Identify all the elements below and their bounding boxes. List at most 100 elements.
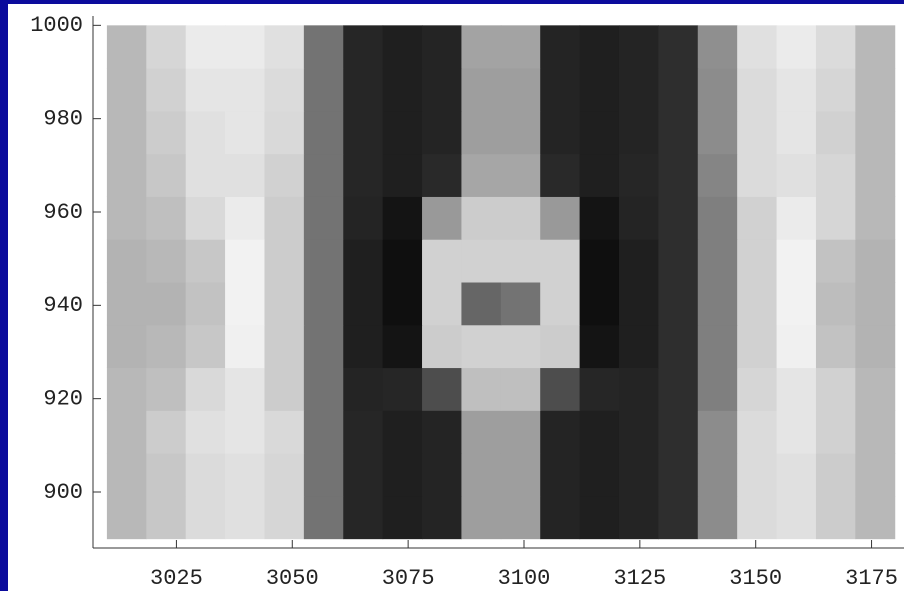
cell — [737, 25, 777, 68]
cell — [855, 111, 895, 154]
cell — [816, 282, 856, 325]
cell — [619, 368, 659, 411]
cell — [225, 368, 265, 411]
cell — [383, 196, 423, 239]
cell — [186, 496, 226, 539]
cell — [225, 325, 265, 368]
cell — [304, 496, 344, 539]
x-tick-label: 3025 — [150, 566, 203, 591]
cell — [422, 282, 462, 325]
cell — [461, 196, 501, 239]
cell — [422, 68, 462, 111]
cell — [619, 453, 659, 496]
cell — [619, 25, 659, 68]
cell — [225, 25, 265, 68]
cell — [737, 410, 777, 453]
cell — [186, 25, 226, 68]
cell — [225, 154, 265, 197]
cell — [658, 154, 698, 197]
cell — [304, 154, 344, 197]
cell — [146, 325, 186, 368]
cell — [855, 25, 895, 68]
cell — [186, 154, 226, 197]
cell — [422, 111, 462, 154]
cell — [816, 25, 856, 68]
cell — [461, 368, 501, 411]
cell — [461, 453, 501, 496]
cell — [146, 68, 186, 111]
cell — [855, 496, 895, 539]
cell — [777, 368, 817, 411]
page: {"chart_data": {"type": "density", "xlim… — [0, 0, 904, 591]
cell — [343, 239, 383, 282]
cell — [580, 68, 620, 111]
cell — [304, 325, 344, 368]
cell — [107, 368, 147, 411]
cell — [146, 154, 186, 197]
cell — [343, 325, 383, 368]
cell — [225, 282, 265, 325]
cell — [501, 410, 541, 453]
cell — [658, 111, 698, 154]
cell — [186, 196, 226, 239]
cell — [107, 239, 147, 282]
cell — [580, 111, 620, 154]
cell — [501, 368, 541, 411]
cell — [383, 325, 423, 368]
cell — [501, 325, 541, 368]
cell — [619, 111, 659, 154]
image — [107, 25, 895, 539]
cell — [855, 282, 895, 325]
cell — [540, 196, 580, 239]
cell — [107, 25, 147, 68]
cell — [777, 453, 817, 496]
cell — [383, 368, 423, 411]
cell — [658, 282, 698, 325]
cell — [777, 410, 817, 453]
cell — [580, 368, 620, 411]
cell — [855, 196, 895, 239]
cell — [146, 196, 186, 239]
y-tick-label: 960 — [43, 200, 83, 225]
cell — [698, 111, 738, 154]
cell — [146, 368, 186, 411]
cell — [698, 453, 738, 496]
cell — [107, 410, 147, 453]
cell — [383, 410, 423, 453]
cell — [343, 282, 383, 325]
cell — [383, 25, 423, 68]
cell — [422, 325, 462, 368]
cell — [698, 196, 738, 239]
cell — [619, 496, 659, 539]
cell — [619, 239, 659, 282]
cell — [304, 239, 344, 282]
cell — [855, 154, 895, 197]
cell — [422, 496, 462, 539]
cell — [658, 325, 698, 368]
cell — [225, 111, 265, 154]
cell — [422, 196, 462, 239]
cell — [580, 325, 620, 368]
cell — [580, 282, 620, 325]
cell — [461, 239, 501, 282]
cell — [816, 196, 856, 239]
cell — [264, 239, 304, 282]
cell — [343, 68, 383, 111]
cell — [264, 496, 304, 539]
cell — [580, 496, 620, 539]
cell — [304, 282, 344, 325]
cell — [264, 410, 304, 453]
cell — [658, 410, 698, 453]
x-tick-label: 3100 — [498, 566, 551, 591]
cell — [816, 453, 856, 496]
cell — [107, 453, 147, 496]
cell — [146, 496, 186, 539]
cell — [698, 282, 738, 325]
cell — [540, 282, 580, 325]
cell — [186, 68, 226, 111]
cell — [461, 282, 501, 325]
cell — [264, 325, 304, 368]
cell — [777, 282, 817, 325]
cell — [540, 154, 580, 197]
y-tick-label: 1000 — [30, 13, 83, 38]
